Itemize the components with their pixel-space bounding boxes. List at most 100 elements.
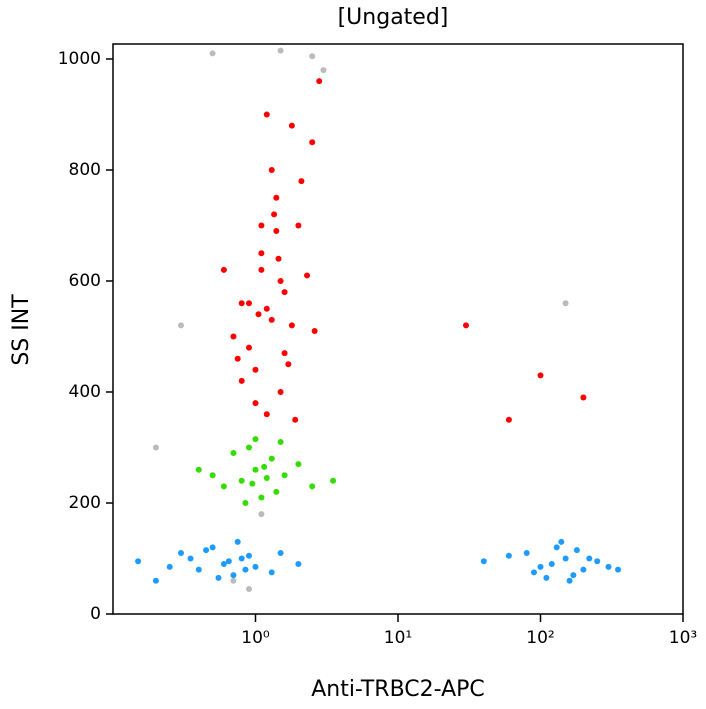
point [320, 67, 327, 74]
point [255, 311, 262, 318]
point [281, 350, 288, 357]
point [242, 499, 249, 506]
x-tick-label: 10² [526, 628, 554, 648]
point [462, 322, 469, 329]
y-tick-label: 1000 [58, 49, 101, 69]
point [230, 572, 237, 579]
point [288, 122, 295, 129]
point [537, 563, 544, 570]
point [277, 277, 284, 284]
point [268, 316, 275, 323]
point [570, 572, 577, 579]
point [209, 50, 216, 57]
point [220, 483, 227, 490]
point [275, 255, 282, 262]
point [195, 466, 202, 473]
point [203, 547, 210, 554]
point [245, 586, 252, 593]
point [553, 544, 560, 551]
point [234, 355, 241, 362]
point [220, 266, 227, 273]
point [292, 416, 299, 423]
point [562, 300, 569, 307]
point [281, 472, 288, 479]
point [594, 558, 601, 565]
y-tick-label: 400 [69, 382, 101, 402]
point [209, 544, 216, 551]
point [152, 444, 159, 451]
point [271, 211, 278, 218]
point [268, 166, 275, 173]
y-tick-label: 200 [69, 493, 101, 513]
point [309, 139, 316, 146]
point [580, 394, 587, 401]
point [523, 549, 530, 556]
point [281, 289, 288, 296]
point [252, 466, 259, 473]
x-tick-label: 10³ [669, 628, 697, 648]
point [615, 566, 622, 573]
point [242, 566, 249, 573]
point [277, 388, 284, 395]
point [245, 444, 252, 451]
point [245, 552, 252, 559]
point [238, 477, 245, 484]
point [220, 561, 227, 568]
point [230, 333, 237, 340]
point [195, 566, 202, 573]
point [249, 480, 256, 487]
point [537, 372, 544, 379]
point [258, 222, 265, 229]
point [295, 461, 302, 468]
plot-frame [112, 43, 684, 615]
point [311, 327, 318, 334]
point [530, 569, 537, 576]
point [316, 78, 323, 85]
point [277, 47, 284, 54]
point [480, 558, 487, 565]
y-axis-label: SS INT [9, 294, 34, 366]
point [263, 475, 270, 482]
point [273, 194, 280, 201]
x-axis-label: Anti-TRBC2-APC [311, 677, 485, 702]
y-tick-label: 0 [90, 604, 101, 624]
point [238, 555, 245, 562]
point [263, 411, 270, 418]
point [273, 228, 280, 235]
point [309, 53, 316, 60]
point [573, 547, 580, 554]
point [187, 555, 194, 562]
point [234, 538, 241, 545]
point [586, 555, 593, 562]
point [548, 561, 555, 568]
point [304, 272, 311, 279]
point [261, 463, 268, 470]
point [295, 561, 302, 568]
point [288, 322, 295, 329]
point [177, 549, 184, 556]
point [277, 549, 284, 556]
point [543, 574, 550, 581]
point [298, 178, 305, 185]
point [258, 250, 265, 257]
point [209, 472, 216, 479]
point [152, 577, 159, 584]
point [566, 577, 573, 584]
y-tick-label: 600 [69, 271, 101, 291]
point [309, 483, 316, 490]
point [252, 400, 259, 407]
point [263, 305, 270, 312]
point [505, 552, 512, 559]
point [558, 538, 565, 545]
point [268, 569, 275, 576]
point [230, 450, 237, 457]
point [580, 566, 587, 573]
point [258, 494, 265, 501]
point [330, 477, 337, 484]
point [258, 266, 265, 273]
point [258, 511, 265, 518]
point [285, 361, 292, 368]
point [230, 577, 237, 584]
point [245, 300, 252, 307]
